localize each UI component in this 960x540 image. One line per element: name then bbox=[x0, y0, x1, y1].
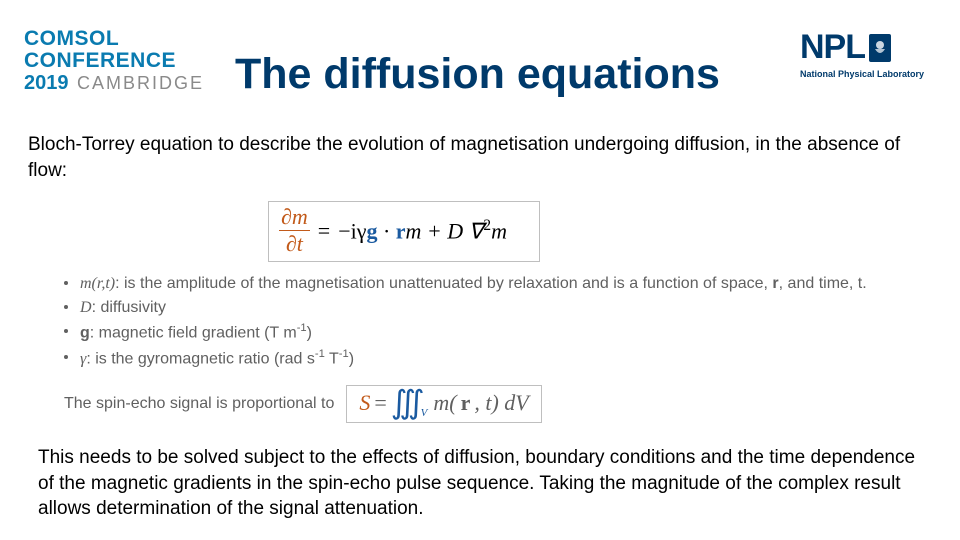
bullet-g-sup: -1 bbox=[297, 322, 307, 334]
signal-equation-box: S = ∭V m(r, t) dV bbox=[346, 385, 541, 423]
spin-echo-text: The spin-echo signal is proportional to bbox=[64, 395, 334, 413]
intro-text: Bloch-Torrey equation to describe the ev… bbox=[28, 132, 920, 183]
bullet-m: m(r,t): is the amplitude of the magnetis… bbox=[64, 272, 920, 296]
bullet-gamma-sup: -1 bbox=[315, 348, 325, 360]
bullet-m-sym: m(r,t) bbox=[80, 275, 115, 292]
bullet-g-sym: g bbox=[80, 325, 90, 342]
bullet-g-text: : magnetic field gradient (T m bbox=[90, 325, 297, 342]
eq-rhs-r: r bbox=[396, 218, 406, 243]
comsol-conference-logo: COMSOL CONFERENCE 2019 CAMBRIDGE bbox=[24, 28, 204, 95]
outro-text: This needs to be solved subject to the e… bbox=[38, 445, 920, 522]
eq-rhs: −iγg · rm + D ∇2m bbox=[338, 217, 507, 244]
eq-lhs-frac: ∂m ∂t bbox=[279, 206, 310, 255]
npl-logo: NPL National Physical Laboratory bbox=[800, 28, 930, 79]
bloch-torrey-equation-box: ∂m ∂t = −iγg · rm + D ∇2m bbox=[268, 201, 540, 262]
bullet-g-tail: ) bbox=[307, 325, 312, 342]
comsol-line2: CONFERENCE bbox=[24, 50, 204, 72]
bullet-dot-icon bbox=[64, 281, 68, 285]
bullet-m-text: : is the amplitude of the magnetisation … bbox=[115, 275, 772, 292]
bullet-dot-icon bbox=[64, 329, 68, 333]
npl-sub: National Physical Laboratory bbox=[800, 69, 930, 79]
variable-definitions-list: m(r,t): is the amplitude of the magnetis… bbox=[64, 272, 920, 371]
comsol-year-city: 2019 CAMBRIDGE bbox=[24, 72, 204, 95]
sig-int-sub: V bbox=[421, 407, 428, 419]
bullet-dot-icon bbox=[64, 355, 68, 359]
eq-rhs-m: m + D ∇ bbox=[406, 218, 484, 243]
sig-body2: , t) dV bbox=[474, 390, 528, 416]
sig-r: r bbox=[461, 390, 471, 416]
bullet-m-text2: , and time, t. bbox=[779, 275, 867, 292]
bullet-dot-icon bbox=[64, 305, 68, 309]
bullet-g: g: magnetic field gradient (T m-1) bbox=[64, 320, 920, 345]
eq-rhs-g: g bbox=[366, 218, 377, 243]
bullet-gamma: γ: is the gyromagnetic ratio (rad s-1 T-… bbox=[64, 346, 920, 371]
comsol-city: CAMBRIDGE bbox=[77, 73, 204, 93]
eq-lhs-den: ∂t bbox=[284, 233, 305, 255]
bullet-gamma-unit2: T bbox=[325, 350, 339, 367]
comsol-year: 2019 bbox=[24, 72, 69, 94]
bullet-gamma-sup2: -1 bbox=[339, 348, 349, 360]
npl-text: NPL bbox=[800, 28, 865, 67]
bullet-d: D: diffusivity bbox=[64, 296, 920, 320]
bullet-gamma-text: : is the gyromagnetic ratio (rad s bbox=[86, 350, 315, 367]
slide-title: The diffusion equations bbox=[235, 50, 720, 99]
eq-rhs-tail: m bbox=[491, 218, 507, 243]
sig-S: S bbox=[359, 390, 370, 416]
slide-content: Bloch-Torrey equation to describe the ev… bbox=[28, 132, 920, 522]
bullet-gamma-tail: ) bbox=[349, 350, 354, 367]
bullet-d-text: : diffusivity bbox=[92, 299, 166, 316]
spin-echo-line: The spin-echo signal is proportional to … bbox=[64, 385, 920, 423]
comsol-line1: COMSOL bbox=[24, 28, 204, 50]
sig-eq: = bbox=[374, 390, 386, 416]
integral-icon: ∭ bbox=[391, 390, 419, 416]
npl-crest-icon bbox=[869, 34, 891, 62]
eq-rhs-dot: · bbox=[377, 218, 395, 243]
eq-lhs-num: ∂m bbox=[279, 206, 310, 228]
bullet-d-sym: D bbox=[80, 299, 92, 316]
eq-rhs-sup: 2 bbox=[483, 217, 491, 234]
eq-rhs-a: −iγ bbox=[338, 218, 366, 243]
eq-sign: = bbox=[318, 218, 330, 244]
sig-body: m( bbox=[433, 390, 456, 416]
